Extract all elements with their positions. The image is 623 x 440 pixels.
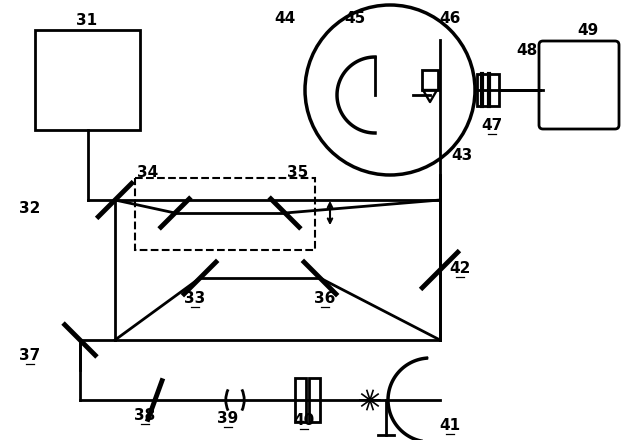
Bar <box>35 30 140 130</box>
Text: 46: 46 <box>439 11 460 26</box>
Text: 47: 47 <box>482 117 503 132</box>
Bar <box>295 378 306 422</box>
Text: 32: 32 <box>19 201 40 216</box>
Text: 33: 33 <box>184 290 206 305</box>
Bar <box>422 70 438 90</box>
Bar <box>477 74 499 106</box>
Text: 39: 39 <box>217 411 239 425</box>
Text: 43: 43 <box>452 147 473 162</box>
Text: 31: 31 <box>77 12 98 27</box>
Text: 35: 35 <box>287 165 308 180</box>
Text: 41: 41 <box>439 418 460 433</box>
Bar <box>309 378 320 422</box>
Text: 48: 48 <box>516 43 538 58</box>
Text: 42: 42 <box>449 260 471 275</box>
Text: 49: 49 <box>578 22 599 37</box>
Text: 36: 36 <box>315 290 336 305</box>
Text: 45: 45 <box>345 11 366 26</box>
Text: 40: 40 <box>293 413 315 428</box>
Bar <box>135 178 315 250</box>
Text: 37: 37 <box>19 348 40 363</box>
Text: 38: 38 <box>135 407 156 422</box>
Text: 34: 34 <box>138 165 159 180</box>
Text: 44: 44 <box>274 11 296 26</box>
